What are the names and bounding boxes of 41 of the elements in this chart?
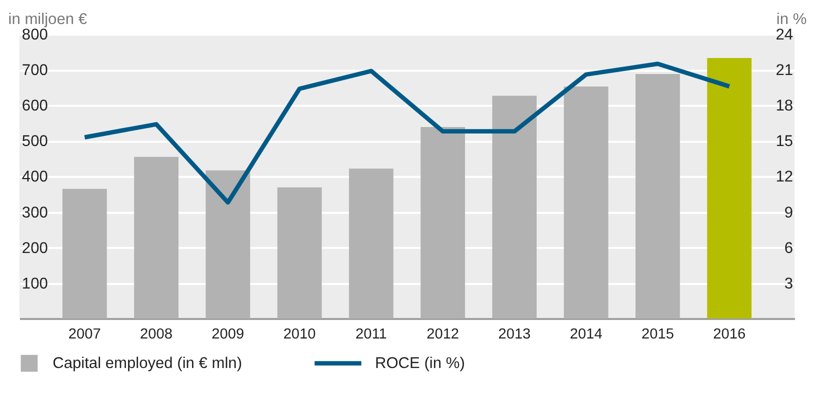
- legend-label: Capital employed (in € mln): [52, 355, 242, 372]
- y-axis-title: in miljoen €: [8, 11, 88, 28]
- y-tick-label: 200: [22, 240, 48, 257]
- bar: [707, 58, 752, 319]
- y2-tick-label: 3: [784, 275, 794, 292]
- y-tick-label: 700: [22, 62, 48, 80]
- x-tick-label: 2007: [68, 326, 101, 342]
- bar: [277, 187, 322, 319]
- bar: [206, 170, 250, 319]
- y2-tick-label: 21: [776, 62, 794, 80]
- x-tick-label: 2014: [570, 326, 602, 342]
- bar: [420, 126, 466, 319]
- line-series: [82, 62, 732, 205]
- x-tick-label: 2016: [713, 326, 746, 342]
- bar: [62, 188, 107, 319]
- x-tick-label: 2008: [140, 326, 173, 342]
- y-tick-label: 600: [22, 98, 48, 115]
- bar: [564, 86, 608, 319]
- bar: [636, 74, 680, 319]
- y-tick-label: 800: [22, 26, 48, 44]
- bar: [348, 168, 394, 319]
- x-tick-label: 2012: [426, 326, 460, 342]
- y2-tick-label: 24: [776, 26, 794, 44]
- y2-tick-label: 15: [776, 133, 794, 150]
- y2-tick-label: 18: [776, 98, 794, 115]
- x-tick-label: 2013: [498, 326, 531, 342]
- x-tick-label: 2010: [283, 326, 316, 342]
- bar: [134, 156, 178, 319]
- y2-tick-label: 12: [776, 168, 794, 186]
- bar: [492, 96, 537, 319]
- x-tick-label: 2015: [641, 326, 674, 342]
- x-tick-label: 2011: [355, 326, 387, 342]
- legend-label: ROCE (in %): [374, 355, 465, 372]
- x-tick-label: 2009: [212, 326, 244, 342]
- y2-axis-title: in %: [776, 11, 807, 28]
- y2-tick-label: 6: [784, 240, 794, 257]
- y-tick-label: 100: [22, 275, 48, 292]
- y2-tick-label: 9: [784, 204, 794, 222]
- y-tick-label: 500: [22, 133, 48, 150]
- y-tick-label: 400: [22, 168, 48, 186]
- y-tick-label: 300: [22, 204, 48, 222]
